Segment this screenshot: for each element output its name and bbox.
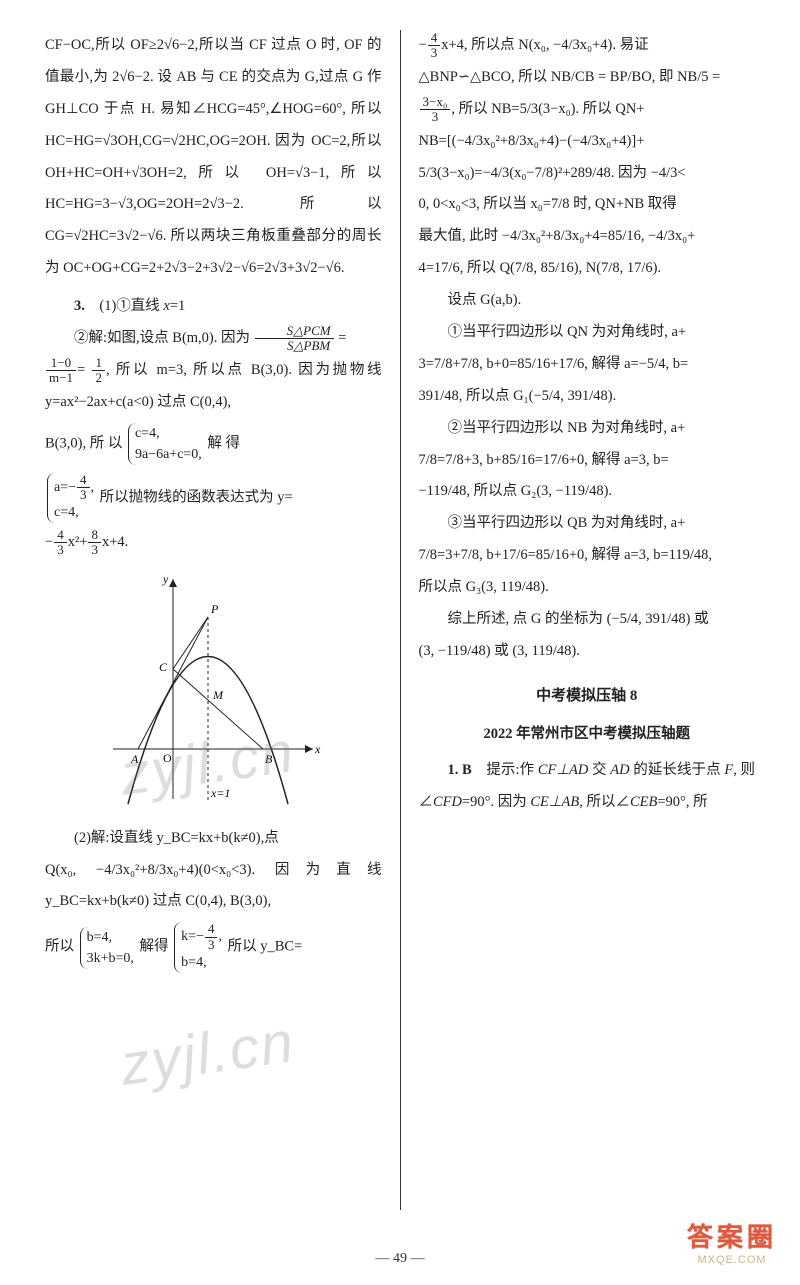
r10: ①当平行四边形以 QN 为对角线时, a+ xyxy=(419,317,756,349)
answer-stamp: 答案圈 MXQE.COM xyxy=(682,1217,782,1277)
brace4-l1: k=−43, xyxy=(181,922,222,952)
heading-2022: 2022 年常州市区中考模拟压轴题 xyxy=(419,719,756,751)
r15: −119/48, 所以点 G₂(3, −119/48). xyxy=(419,476,756,508)
q3-line6: −43x²+83x+4. xyxy=(45,527,382,559)
brace4: k=−43, b=4, xyxy=(174,922,222,973)
brace4-l2: b=4, xyxy=(181,952,222,973)
left-q2e: 所以 y_BC= xyxy=(228,939,303,955)
brace1-l1: c=4, xyxy=(135,423,202,444)
brace3-l1: b=4, xyxy=(87,927,134,948)
q3-line5: a=−43, c=4, 所以抛物线的函数表达式为 y= xyxy=(45,469,382,528)
brace1: c=4, 9a−6a+c=0, xyxy=(128,423,202,465)
q3-num: 3. xyxy=(74,298,85,314)
q3-line3: 1−0 m−1 = 1 2 , 所以 m=3, 所以点 B(3,0). 因为抛物… xyxy=(45,355,382,419)
r2: △BNP∽△BCO, 所以 NB/CB = BP/BO, 即 NB/5 = xyxy=(419,62,756,94)
heading-zk8: 中考模拟压轴 8 xyxy=(419,680,756,713)
r17: 7/8=3+7/8, b+17/6=85/16+0, 解得 a=3, b=119… xyxy=(419,540,756,572)
q3-2a: ②解:如图,设点 B(m,0). 因为 xyxy=(74,330,254,346)
left-q2b: Q(x₀, −4/3x₀²+8/3x₀+4)(0<x₀<3). 因为直线 y_B… xyxy=(45,855,382,919)
r16: ③当平行四边形以 QB 为对角线时, a+ xyxy=(419,508,756,540)
left-q2c: 所以 xyxy=(45,939,74,955)
stamp-main: 答案圈 xyxy=(682,1217,782,1254)
r1: −43x+4, 所以点 N(x₀, −4/3x₀+4). 易证 xyxy=(419,30,756,62)
svg-text:O: O xyxy=(163,751,172,765)
lhs-num: 1−0 xyxy=(46,356,76,371)
r14: 7/8=7/8+3, b+85/16=17/6+0, 解得 a=3, b= xyxy=(419,445,756,477)
rhs-num: 1 xyxy=(92,356,105,371)
q3-2e: 解 得 xyxy=(207,435,240,451)
brace3-l2: 3k+b=0, xyxy=(87,948,134,969)
r19: 综上所述, 点 G 的坐标为 (−5/4, 391/48) 或 xyxy=(419,604,756,636)
brace2-l1: a=−43, xyxy=(54,473,94,503)
r4: NB=[(−4/3x₀²+8/3x₀+4)−(−4/3x₀+4)]+ xyxy=(419,126,756,158)
r11: 3=7/8+7/8, b+0=85/16+17/6, 解得 a=−5/4, b= xyxy=(419,349,756,381)
page-number: — 49 — xyxy=(0,1251,800,1267)
brace3: b=4, 3k+b=0, xyxy=(80,927,134,969)
svg-text:x=1: x=1 xyxy=(210,786,230,800)
r12: 391/48, 所以点 G₁(−5/4, 391/48). xyxy=(419,381,756,413)
q3-line4: B(3,0), 所 以 c=4, 9a−6a+c=0, 解 得 xyxy=(45,419,382,469)
left-q2c-row: 所以 b=4, 3k+b=0, 解得 k=−43, b=4, 所以 y_BC= xyxy=(45,918,382,977)
q3-line2: ②解:如图,设点 B(m,0). 因为 S△PCM S△PBM = xyxy=(45,323,382,355)
eq1: = xyxy=(338,330,346,346)
r9: 设点 G(a,b). xyxy=(419,285,756,317)
r18: 所以点 G₃(3, 119/48). xyxy=(419,572,756,604)
lhs-den: m−1 xyxy=(46,371,76,385)
svg-text:B: B xyxy=(265,752,273,766)
left-q2a: (2)解:设直线 y_BC=kx+b(k≠0),点 xyxy=(45,823,382,855)
svg-text:M: M xyxy=(212,688,224,702)
frac-spcm: S△PCM xyxy=(255,324,334,339)
r5: 5/3(3−x₀)=−4/3(x₀−7/8)²+289/48. 因为 −4/3< xyxy=(419,158,756,190)
brace2-l2: c=4, xyxy=(54,502,94,523)
r13: ②当平行四边形以 NB 为对角线时, a+ xyxy=(419,413,756,445)
r7: 最大值, 此时 −4/3x₀²+8/3x₀+4=85/16, −4/3x₀+ xyxy=(419,221,756,253)
r3: 3−x₀3, 所以 NB=5/3(3−x₀). 所以 QN+ xyxy=(419,94,756,126)
q3-line1: 3. (1)①直线 x=1 xyxy=(45,291,382,323)
rhs-den: 2 xyxy=(92,371,105,385)
left-q2d: 解得 xyxy=(140,939,173,955)
svg-text:A: A xyxy=(130,752,139,766)
brace1-l2: 9a−6a+c=0, xyxy=(135,444,202,465)
right-column: −43x+4, 所以点 N(x₀, −4/3x₀+4). 易证 △BNP∽△BC… xyxy=(401,30,756,1210)
svg-text:C: C xyxy=(159,660,168,674)
svg-text:P: P xyxy=(210,602,219,616)
svg-text:y: y xyxy=(162,572,169,586)
q3-2d: B(3,0), 所 以 xyxy=(45,435,126,451)
r20: (3, −119/48) 或 (3, 119/48). xyxy=(419,636,756,668)
stamp-sub: MXQE.COM xyxy=(682,1254,782,1266)
ans1: 1. B 提示:作 CF⊥AD 交 AD 的延长线于点 F, 则∠CFD=90°… xyxy=(419,755,756,819)
brace2: a=−43, c=4, xyxy=(47,473,94,524)
svg-text:x: x xyxy=(314,742,321,756)
frac-spbm: S△PBM xyxy=(255,339,334,353)
page-two-column: CF−OC,所以 OF≥2√6−2,所以当 CF 过点 O 时, OF 的值最小… xyxy=(0,0,800,1230)
parabola-figure: x y O A B C P M x=1 xyxy=(45,569,382,813)
left-column: CF−OC,所以 OF≥2√6−2,所以当 CF 过点 O 时, OF 的值最小… xyxy=(45,30,400,1210)
q3-2f: 所以抛物线的函数表达式为 y= xyxy=(100,489,293,505)
r8: 4=17/6, 所以 Q(7/8, 85/16), N(7/8, 17/6). xyxy=(419,253,756,285)
r6: 0, 0<x₀<3, 所以当 x₀=7/8 时, QN+NB 取得 xyxy=(419,189,756,221)
left-p1: CF−OC,所以 OF≥2√6−2,所以当 CF 过点 O 时, OF 的值最小… xyxy=(45,30,382,285)
